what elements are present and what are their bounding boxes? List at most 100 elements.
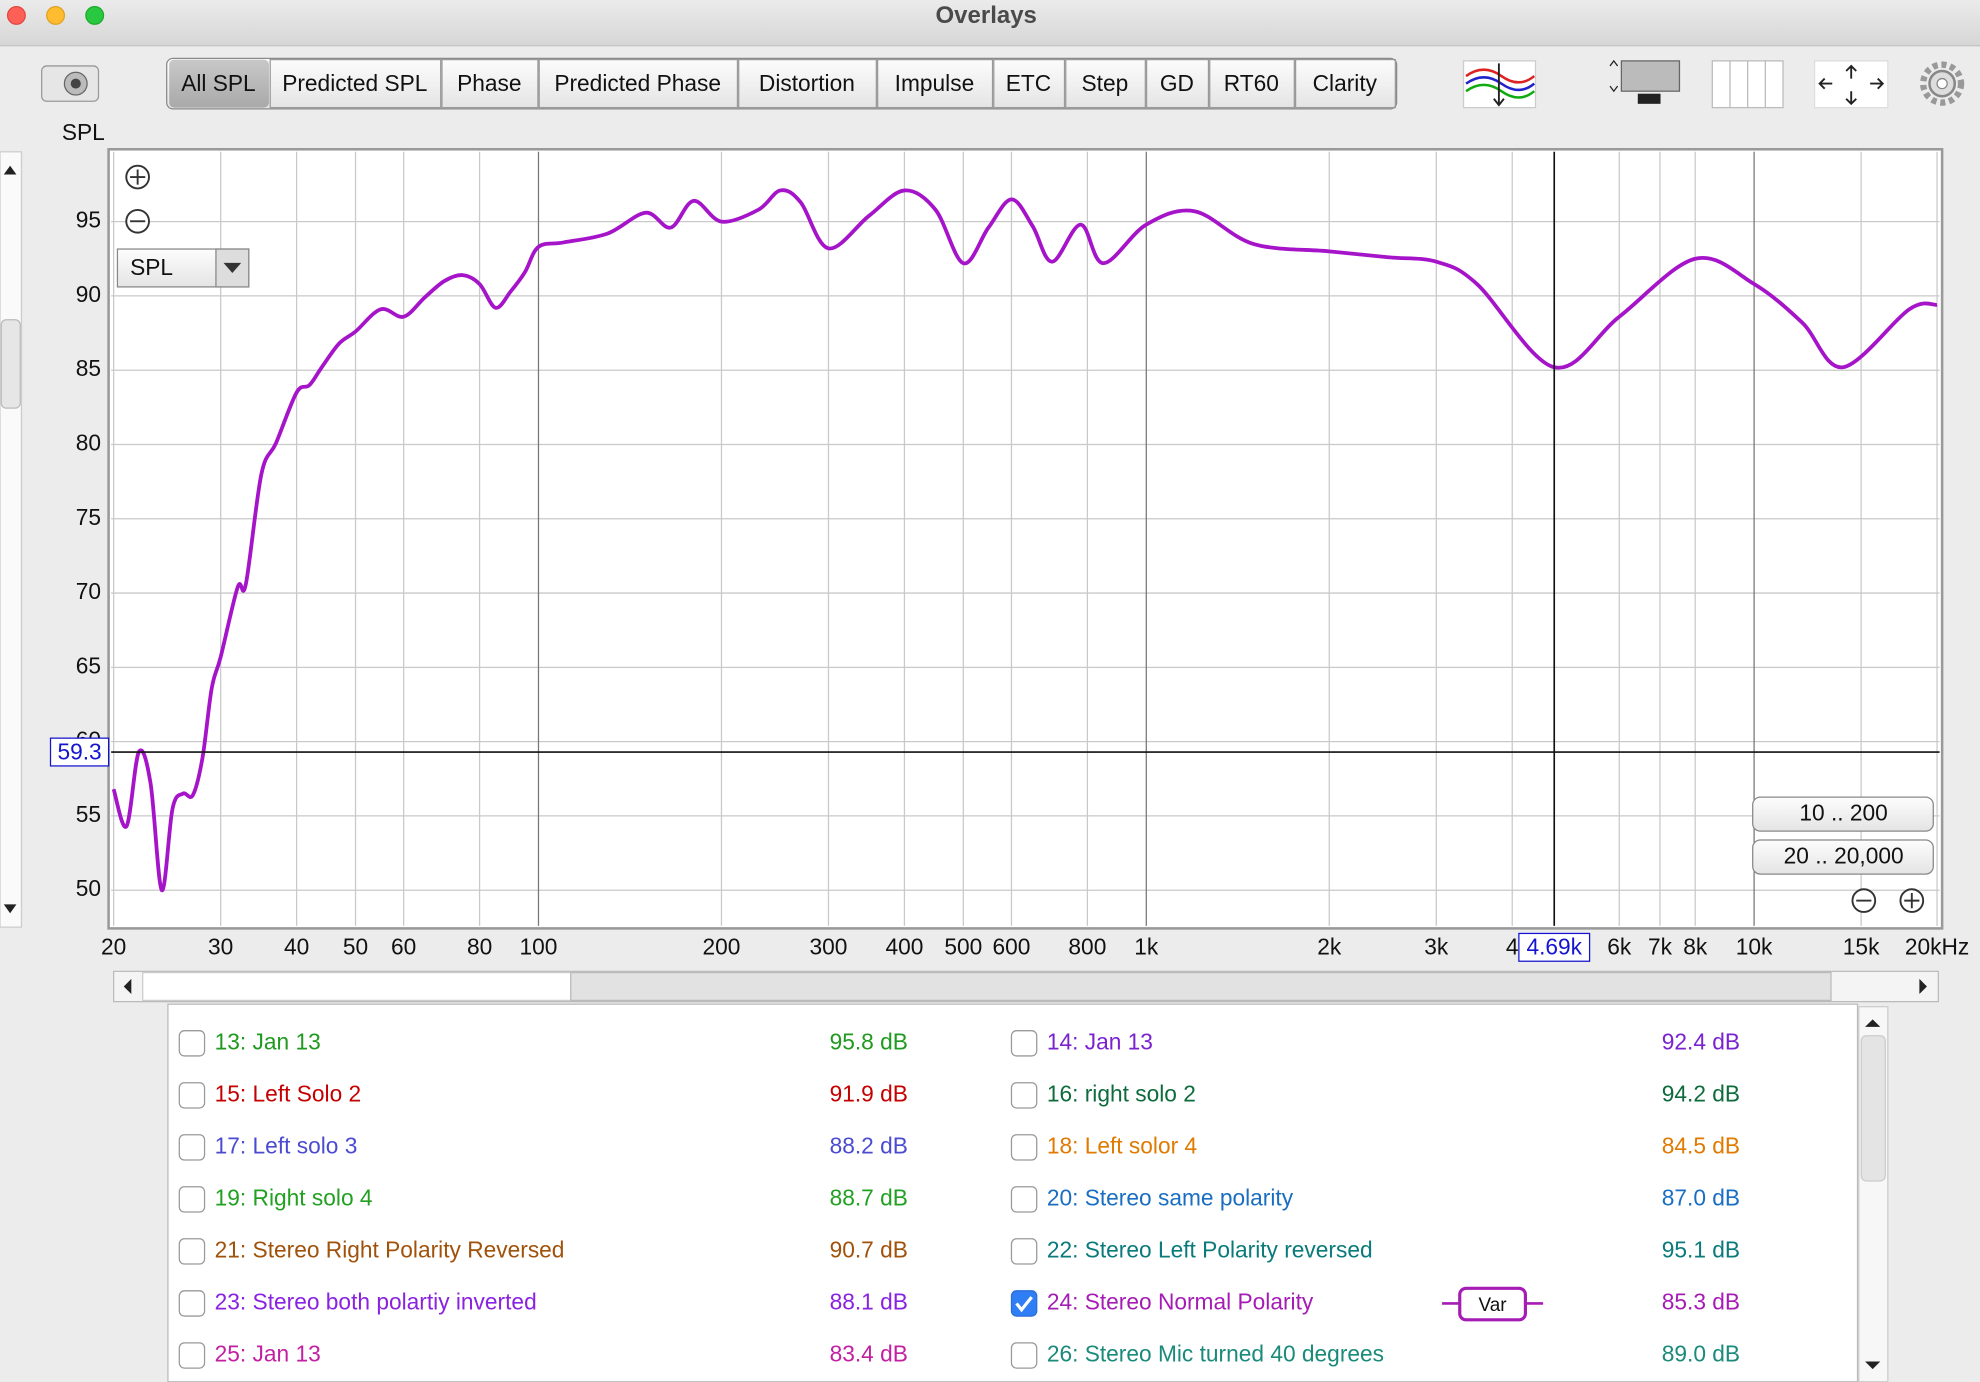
y-tick-label: 65 (76, 652, 101, 678)
y-tick-label: 75 (76, 504, 101, 530)
checkbox[interactable] (178, 1342, 206, 1369)
x-tick-label: 80 (467, 934, 492, 960)
tab[interactable] (269, 58, 442, 109)
checkbox[interactable] (178, 1030, 206, 1057)
close-button[interactable] (6, 5, 26, 25)
checkbox[interactable] (1010, 1186, 1038, 1213)
checkbox[interactable] (1010, 1030, 1038, 1057)
trace-name: 18: Left solor 4 (1047, 1132, 1197, 1158)
checkbox[interactable] (178, 1134, 206, 1161)
tab-label: Clarity (1313, 70, 1378, 96)
checkbox[interactable] (178, 1238, 206, 1265)
zoom-in-y[interactable] (125, 164, 150, 190)
x-tick-label: 600 (992, 934, 1030, 960)
checkbox[interactable] (1010, 1082, 1038, 1109)
pan-icon[interactable] (1813, 60, 1889, 109)
checkbox[interactable] (1010, 1290, 1038, 1317)
trace-level: 95.1 dB (1662, 1236, 1740, 1262)
trace-name: 22: Stereo Left Polarity reversed (1047, 1236, 1373, 1262)
trace-name: 13: Jan 13 (215, 1028, 321, 1054)
x-tick-label: 3k (1424, 934, 1449, 960)
x-tick-label: 20kHz (1905, 934, 1969, 960)
horizontal-scrollbar[interactable] (113, 970, 1939, 1003)
trace-level: 88.2 dB (830, 1132, 908, 1158)
tab-label: Impulse (895, 70, 975, 96)
x-tick-label: 100 (520, 934, 558, 960)
y-tick-label: 95 (76, 207, 101, 233)
range-button-label: 10 .. 200 (1799, 800, 1887, 826)
trace-level: 88.1 dB (830, 1288, 908, 1314)
left-scrollbar[interactable] (0, 151, 23, 928)
checkmark (1015, 1296, 1033, 1313)
tab[interactable] (1209, 58, 1295, 109)
trace-level: 88.7 dB (830, 1184, 908, 1210)
zoom-in-x[interactable] (1899, 888, 1925, 913)
y-tick-label: 55 (76, 801, 101, 827)
trace-name: 26: Stereo Mic turned 40 degrees (1047, 1340, 1384, 1366)
checkbox[interactable] (178, 1290, 206, 1317)
traces-icon[interactable] (1462, 60, 1537, 109)
checkbox[interactable] (1010, 1342, 1038, 1369)
range-button[interactable] (1752, 796, 1934, 832)
tab[interactable] (1294, 58, 1396, 109)
tab[interactable] (1065, 58, 1146, 109)
trace-name: 14: Jan 13 (1047, 1028, 1153, 1054)
plot-area (107, 148, 1944, 930)
list-scrollbar[interactable] (1858, 1006, 1889, 1382)
camera-icon[interactable] (41, 65, 100, 102)
trace-name: 19: Right solo 4 (215, 1184, 373, 1210)
x-tick-label: 400 (885, 934, 923, 960)
trace-name: 16: right solo 2 (1047, 1080, 1196, 1106)
x-tick-label: 50 (343, 934, 368, 960)
checkbox[interactable] (178, 1186, 206, 1213)
settings-icon[interactable] (1920, 61, 1965, 106)
trace-layer (111, 151, 1940, 926)
tab[interactable] (993, 58, 1066, 109)
x-tick-label: 30 (208, 934, 233, 960)
tab-label: Predicted SPL (282, 70, 427, 96)
title-bar (0, 0, 1980, 46)
y-tick-label: 90 (76, 281, 101, 307)
trace-level: 87.0 dB (1662, 1184, 1740, 1210)
y-tick-label: 80 (76, 429, 101, 455)
dropdown-label: SPL (130, 254, 173, 280)
x-tick-label: 10k (1736, 934, 1773, 960)
y-axis-label: SPL (62, 119, 105, 145)
range-button[interactable] (1752, 839, 1934, 875)
x-tick-label: 15k (1843, 934, 1880, 960)
checkbox[interactable] (1010, 1238, 1038, 1265)
var-button[interactable] (1458, 1286, 1527, 1322)
tab-label: ETC (1006, 70, 1051, 96)
tab[interactable] (1145, 58, 1210, 109)
spl-trace (111, 188, 1938, 893)
tab-label: GD (1160, 70, 1194, 96)
spl-dropdown[interactable] (116, 248, 250, 288)
tab[interactable] (169, 59, 269, 108)
tab[interactable] (738, 58, 877, 109)
zoom-out-x[interactable] (1851, 888, 1877, 913)
zoom-button[interactable] (85, 5, 105, 25)
columns-icon[interactable] (1711, 60, 1784, 109)
trace-level: 90.7 dB (830, 1236, 908, 1262)
cursor-x-label: 4.69k (1526, 934, 1582, 960)
y-tick-label: 70 (76, 578, 101, 604)
trace-level: 85.3 dB (1662, 1288, 1740, 1314)
tab-label: All SPL (181, 70, 256, 96)
checkbox[interactable] (1010, 1134, 1038, 1161)
tab[interactable] (441, 58, 539, 109)
tab[interactable] (538, 58, 739, 109)
var-label: Var (1479, 1295, 1507, 1316)
x-tick-label: 800 (1068, 934, 1106, 960)
tab[interactable] (876, 58, 994, 109)
layout-icon[interactable] (1609, 59, 1681, 104)
minimize-button[interactable] (46, 5, 66, 25)
checkbox[interactable] (178, 1082, 206, 1109)
trace-name: 23: Stereo both polartiy inverted (215, 1288, 537, 1314)
trace-level: 84.5 dB (1662, 1132, 1740, 1158)
cursor-y-label: 59.3 (57, 738, 101, 764)
zoom-out-y[interactable] (125, 208, 150, 234)
trace-name: 17: Left solo 3 (215, 1132, 358, 1158)
x-tick-label: 200 (703, 934, 741, 960)
x-tick-label: 8k (1683, 934, 1708, 960)
